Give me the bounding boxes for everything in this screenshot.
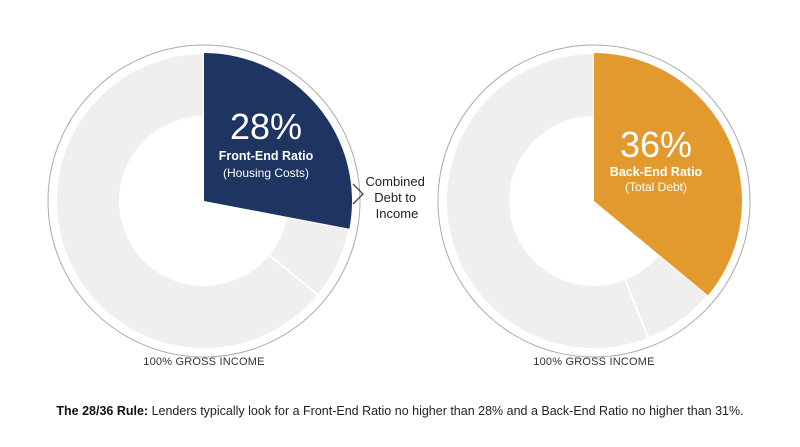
back-end-ratio-label: Back-End Ratio xyxy=(610,165,703,179)
back-end-donut: 36%Back-End Ratio(Total Debt) 100% GROSS … xyxy=(437,44,751,368)
back-end-ratio-caption: 100% GROSS INCOME xyxy=(533,356,654,368)
back-end-ratio-highlight-slice xyxy=(594,53,743,296)
connector-label: Combined Debt to Income xyxy=(366,174,429,221)
front-end-donut: 28% Front-End Ratio (Housing Costs) 100% GR… xyxy=(47,44,361,368)
front-end-ratio-slice xyxy=(55,51,320,350)
rule-footnote: The 28/36 Rule: Lenders typically look f… xyxy=(0,404,800,418)
front-end-ratio-value-label: 28% xyxy=(230,106,302,147)
rule-title: The 28/36 Rule: xyxy=(56,404,149,418)
back-end-ratio-value-label: 36% xyxy=(620,124,692,165)
back-end-ratio-slice xyxy=(445,51,650,350)
connector-line: Combined xyxy=(366,174,425,189)
chevron-right-icon xyxy=(352,183,364,205)
back-end-ratio-sublabel: (Total Debt) xyxy=(625,180,687,194)
rule-text: Lenders typically look for a Front-End R… xyxy=(148,404,744,418)
front-end-ratio-caption: 100% GROSS INCOME xyxy=(143,356,264,368)
connector-line: Income xyxy=(376,206,419,221)
front-end-ratio-highlight-slice xyxy=(204,53,353,229)
connector-line: Debt to xyxy=(374,190,416,205)
front-end-ratio-outline-ring xyxy=(47,44,361,358)
front-end-ratio-sublabel: (Housing Costs) xyxy=(223,166,309,180)
back-end-ratio-outline-ring xyxy=(437,44,751,358)
front-end-ratio-label: Front-End Ratio xyxy=(219,149,314,163)
